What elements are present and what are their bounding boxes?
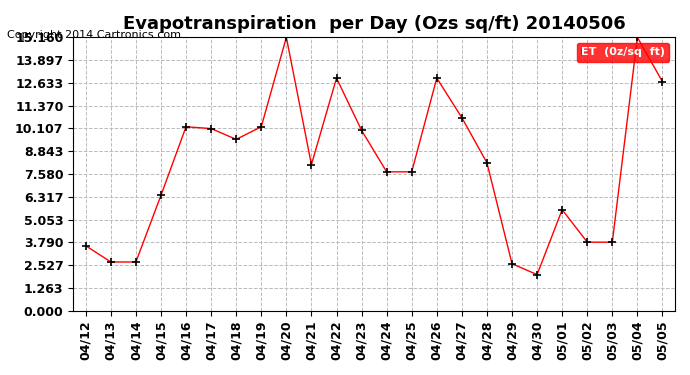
Text: Copyright 2014 Cartronics.com: Copyright 2014 Cartronics.com — [7, 30, 181, 39]
Title: Evapotranspiration  per Day (Ozs sq/ft) 20140506: Evapotranspiration per Day (Ozs sq/ft) 2… — [123, 15, 626, 33]
Legend: ET  (0z/sq  ft): ET (0z/sq ft) — [577, 43, 669, 62]
